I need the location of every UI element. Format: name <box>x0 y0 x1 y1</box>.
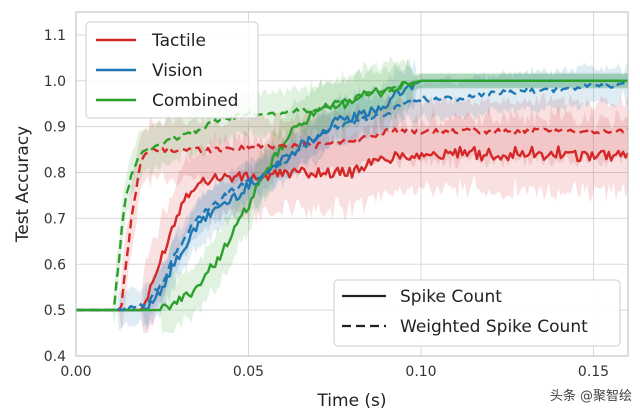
legend-label-vision: Vision <box>152 61 203 81</box>
legend-color-box <box>85 21 259 119</box>
line-tactile-weighted-spike-count <box>76 127 629 312</box>
y-tick-labels: 0.4 0.5 0.6 0.7 0.8 0.9 1.0 1.1 <box>44 28 66 365</box>
watermark: 头条 @聚智绘 <box>550 388 632 404</box>
x-axis-label: Time (s) <box>316 391 386 411</box>
line-combined-weighted-spike-count <box>76 79 628 312</box>
y-tick-label: 0.9 <box>44 120 66 136</box>
series-lines <box>76 79 630 312</box>
y-tick-label: 0.8 <box>44 166 66 182</box>
band-combined-weighted-spike-count <box>76 58 628 325</box>
y-tick-label: 0.7 <box>44 211 66 227</box>
legend-color: Tactile Vision Combined <box>85 21 259 119</box>
x-tick-label: 0.15 <box>578 364 609 380</box>
legend-style: Spike Count Weighted Spike Count <box>333 279 621 347</box>
y-tick-label: 0.6 <box>44 257 66 273</box>
line-tactile-spike-count <box>76 145 630 312</box>
y-tick-label: 1.0 <box>44 74 66 90</box>
x-tick-label: 0.05 <box>233 364 264 380</box>
plot-frame <box>75 11 629 357</box>
legend-label-combined: Combined <box>152 91 238 111</box>
band-combined-spike-count <box>76 55 628 334</box>
y-axis-label: Test Accuracy <box>13 126 33 244</box>
legend-label-spike-count: Spike Count <box>400 287 502 307</box>
legend-label-tactile: Tactile <box>151 31 206 51</box>
band-vision-spike-count <box>76 58 628 332</box>
y-tick-label: 0.4 <box>44 349 66 365</box>
y-tick-label: 1.1 <box>44 28 66 44</box>
x-tick-label: 0.00 <box>60 364 91 380</box>
band-vision-weighted-spike-count <box>76 61 628 331</box>
legend-label-weighted-spike-count: Weighted Spike Count <box>400 317 588 337</box>
x-tick-label: 0.10 <box>405 364 436 380</box>
legend-style-box <box>333 279 621 347</box>
y-tick-label: 0.5 <box>44 303 66 319</box>
band-tactile-spike-count <box>76 104 628 334</box>
x-tick-labels: 0.00 0.05 0.10 0.15 <box>60 364 609 380</box>
